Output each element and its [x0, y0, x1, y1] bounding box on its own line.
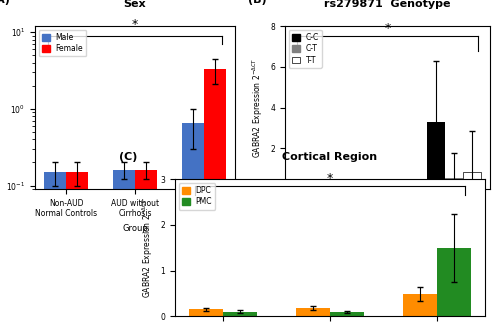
- Bar: [378, 187, 396, 189]
- Bar: [436, 248, 471, 316]
- Bar: [113, 170, 135, 326]
- Bar: [44, 172, 66, 326]
- Title: rs279871  Genotype: rs279871 Genotype: [324, 0, 451, 8]
- Legend: Male, Female: Male, Female: [39, 30, 86, 56]
- Bar: [135, 170, 157, 326]
- Bar: [463, 172, 480, 189]
- Text: (A): (A): [0, 0, 10, 5]
- Bar: [296, 308, 330, 316]
- X-axis label: Group: Group: [122, 224, 148, 233]
- Bar: [402, 294, 436, 316]
- Bar: [189, 309, 224, 316]
- Bar: [182, 123, 204, 326]
- Bar: [330, 312, 364, 316]
- Bar: [330, 187, 348, 189]
- Legend: DPC, PMC: DPC, PMC: [179, 183, 215, 210]
- Legend: C-C, C-T, T-T: C-C, C-T, T-T: [289, 30, 322, 67]
- Y-axis label: GABRA2 Expression 2$^{-\Delta CT}$: GABRA2 Expression 2$^{-\Delta CT}$: [140, 198, 155, 298]
- Bar: [294, 187, 312, 189]
- Bar: [204, 69, 226, 326]
- Text: *: *: [132, 18, 138, 31]
- Bar: [445, 178, 463, 189]
- Text: *: *: [384, 22, 390, 35]
- Y-axis label: GABRA2 Expression 2$^{-\Delta CT}$: GABRA2 Expression 2$^{-\Delta CT}$: [250, 57, 265, 158]
- Bar: [224, 312, 258, 316]
- Bar: [396, 187, 414, 189]
- Text: *: *: [327, 172, 333, 185]
- X-axis label: Group: Group: [374, 224, 400, 233]
- Bar: [360, 187, 378, 189]
- Title: Cortical Region: Cortical Region: [282, 152, 378, 162]
- Bar: [66, 172, 88, 326]
- Text: (C): (C): [119, 152, 138, 162]
- Bar: [312, 187, 330, 189]
- Text: (B): (B): [248, 0, 266, 5]
- Title: Sex: Sex: [124, 0, 146, 8]
- Bar: [427, 122, 445, 189]
